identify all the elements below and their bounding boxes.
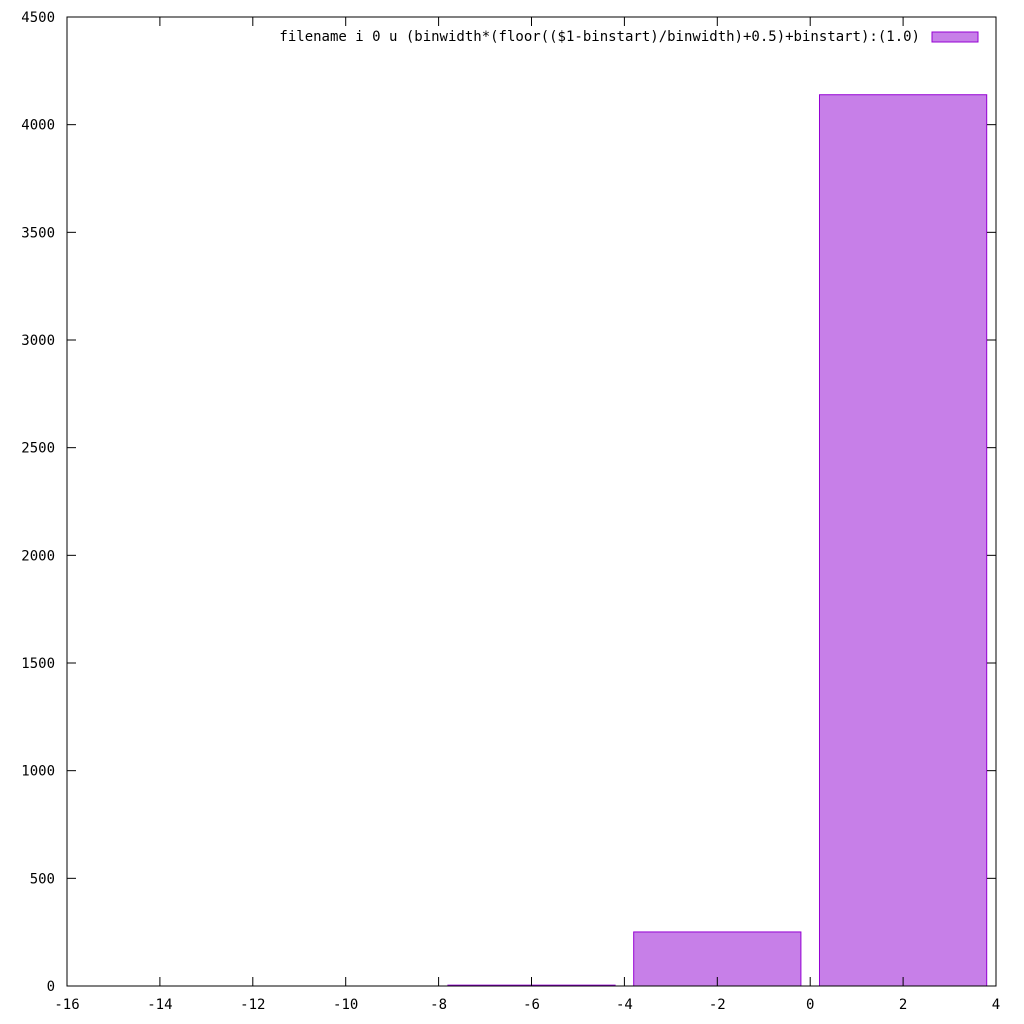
y-tick-label: 2500 <box>21 441 55 457</box>
y-tick-label: 4000 <box>21 118 55 134</box>
x-tick-label: -2 <box>709 997 726 1013</box>
y-tick-label: 3500 <box>21 225 55 241</box>
x-tick-label: -14 <box>147 997 172 1013</box>
x-tick-label: 4 <box>992 997 1000 1013</box>
ticks-layer <box>66 16 997 987</box>
y-tick-labels: 0 500 1000 1500 2000 2500 3000 3500 4000 4500 <box>21 10 55 995</box>
x-tick-label: -10 <box>333 997 358 1013</box>
y-tick-label: 500 <box>30 871 55 887</box>
x-tick-label: -6 <box>523 997 540 1013</box>
y-tick-label: 3000 <box>21 333 55 349</box>
y-tick-label: 0 <box>47 979 55 995</box>
legend-label: filename i 0 u (binwidth*(floor(($1-bins… <box>279 29 920 45</box>
legend-swatch <box>931 31 979 43</box>
y-tick-label: 1500 <box>21 656 55 672</box>
histogram-bar <box>818 94 988 987</box>
x-tick-label: -12 <box>240 997 265 1013</box>
bars-layer <box>447 94 988 987</box>
x-tick-label: -16 <box>54 997 79 1013</box>
y-tick-label: 4500 <box>21 10 55 26</box>
x-tick-label: 2 <box>899 997 907 1013</box>
x-tick-label: -8 <box>430 997 447 1013</box>
histogram-bar <box>633 931 802 987</box>
legend: filename i 0 u (binwidth*(floor(($1-bins… <box>279 29 979 45</box>
x-tick-labels: -16 -14 -12 -10 -8 -6 -4 -2 0 2 4 <box>54 997 1000 1013</box>
y-tick-label: 1000 <box>21 764 55 780</box>
x-tick-label: -4 <box>616 997 633 1013</box>
y-tick-label: 2000 <box>21 548 55 564</box>
x-tick-label: 0 <box>806 997 814 1013</box>
